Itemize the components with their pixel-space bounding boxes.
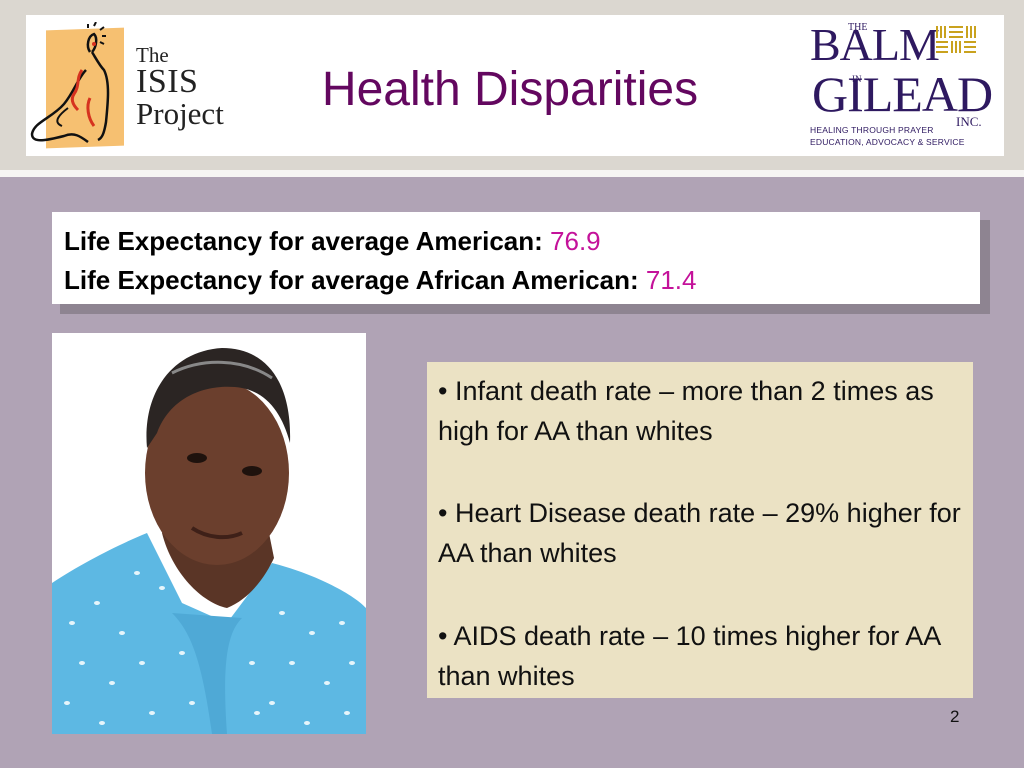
woven-mark-icon	[936, 26, 976, 53]
life-expectancy-african-american: Life Expectancy for average African Amer…	[64, 264, 696, 296]
slide-title: Health Disparities	[321, 63, 699, 116]
portrait-image	[52, 333, 366, 734]
balm-tagline-1: HEALING THROUGH PRAYER	[810, 125, 934, 135]
balm-the: THE	[848, 22, 868, 33]
le-value: 76.9	[550, 226, 601, 256]
balm-tagline-2: EDUCATION, ADVOCACY & SERVICE	[810, 137, 965, 147]
bullet-heart-disease: • Heart Disease death rate – 29% higher …	[438, 498, 961, 568]
bullet-infant-death: • Infant death rate – more than 2 times …	[438, 376, 934, 446]
balm-in: IN	[852, 74, 862, 84]
balm-inc: INC.	[956, 114, 982, 129]
page-number: 2	[950, 707, 960, 726]
header-divider	[0, 170, 1024, 177]
isis-name: ISIS	[136, 63, 199, 100]
portrait-photo	[52, 333, 366, 734]
isis-logo-text: The ISIS Project	[136, 44, 224, 130]
isis-project-logo: The ISIS Project	[28, 22, 238, 152]
le-label: Life Expectancy for average African Amer…	[64, 265, 639, 295]
life-expectancy-american: Life Expectancy for average American: 76…	[64, 225, 601, 257]
balm-tagline: HEALING THROUGH PRAYER EDUCATION, ADVOCA…	[810, 124, 965, 148]
balm-word: BALM	[810, 19, 940, 70]
isis-project: Project	[136, 96, 224, 131]
le-value: 71.4	[645, 265, 697, 295]
header-panel	[26, 15, 1004, 156]
balm-in-gilead-logo: BALM THE GILEAD IN INC. HEALING THROUGH …	[806, 18, 1002, 154]
gilead-word: GILEAD	[812, 66, 993, 122]
seated-figure-icon	[30, 22, 110, 144]
isis-the: The	[136, 43, 169, 67]
bullet-aids-death: • AIDS death rate – 10 times higher for …	[438, 621, 940, 691]
statistics-box: • Infant death rate – more than 2 times …	[427, 362, 973, 698]
life-expectancy-box: Life Expectancy for average American: 76…	[52, 212, 980, 304]
le-label: Life Expectancy for average American:	[64, 226, 543, 256]
